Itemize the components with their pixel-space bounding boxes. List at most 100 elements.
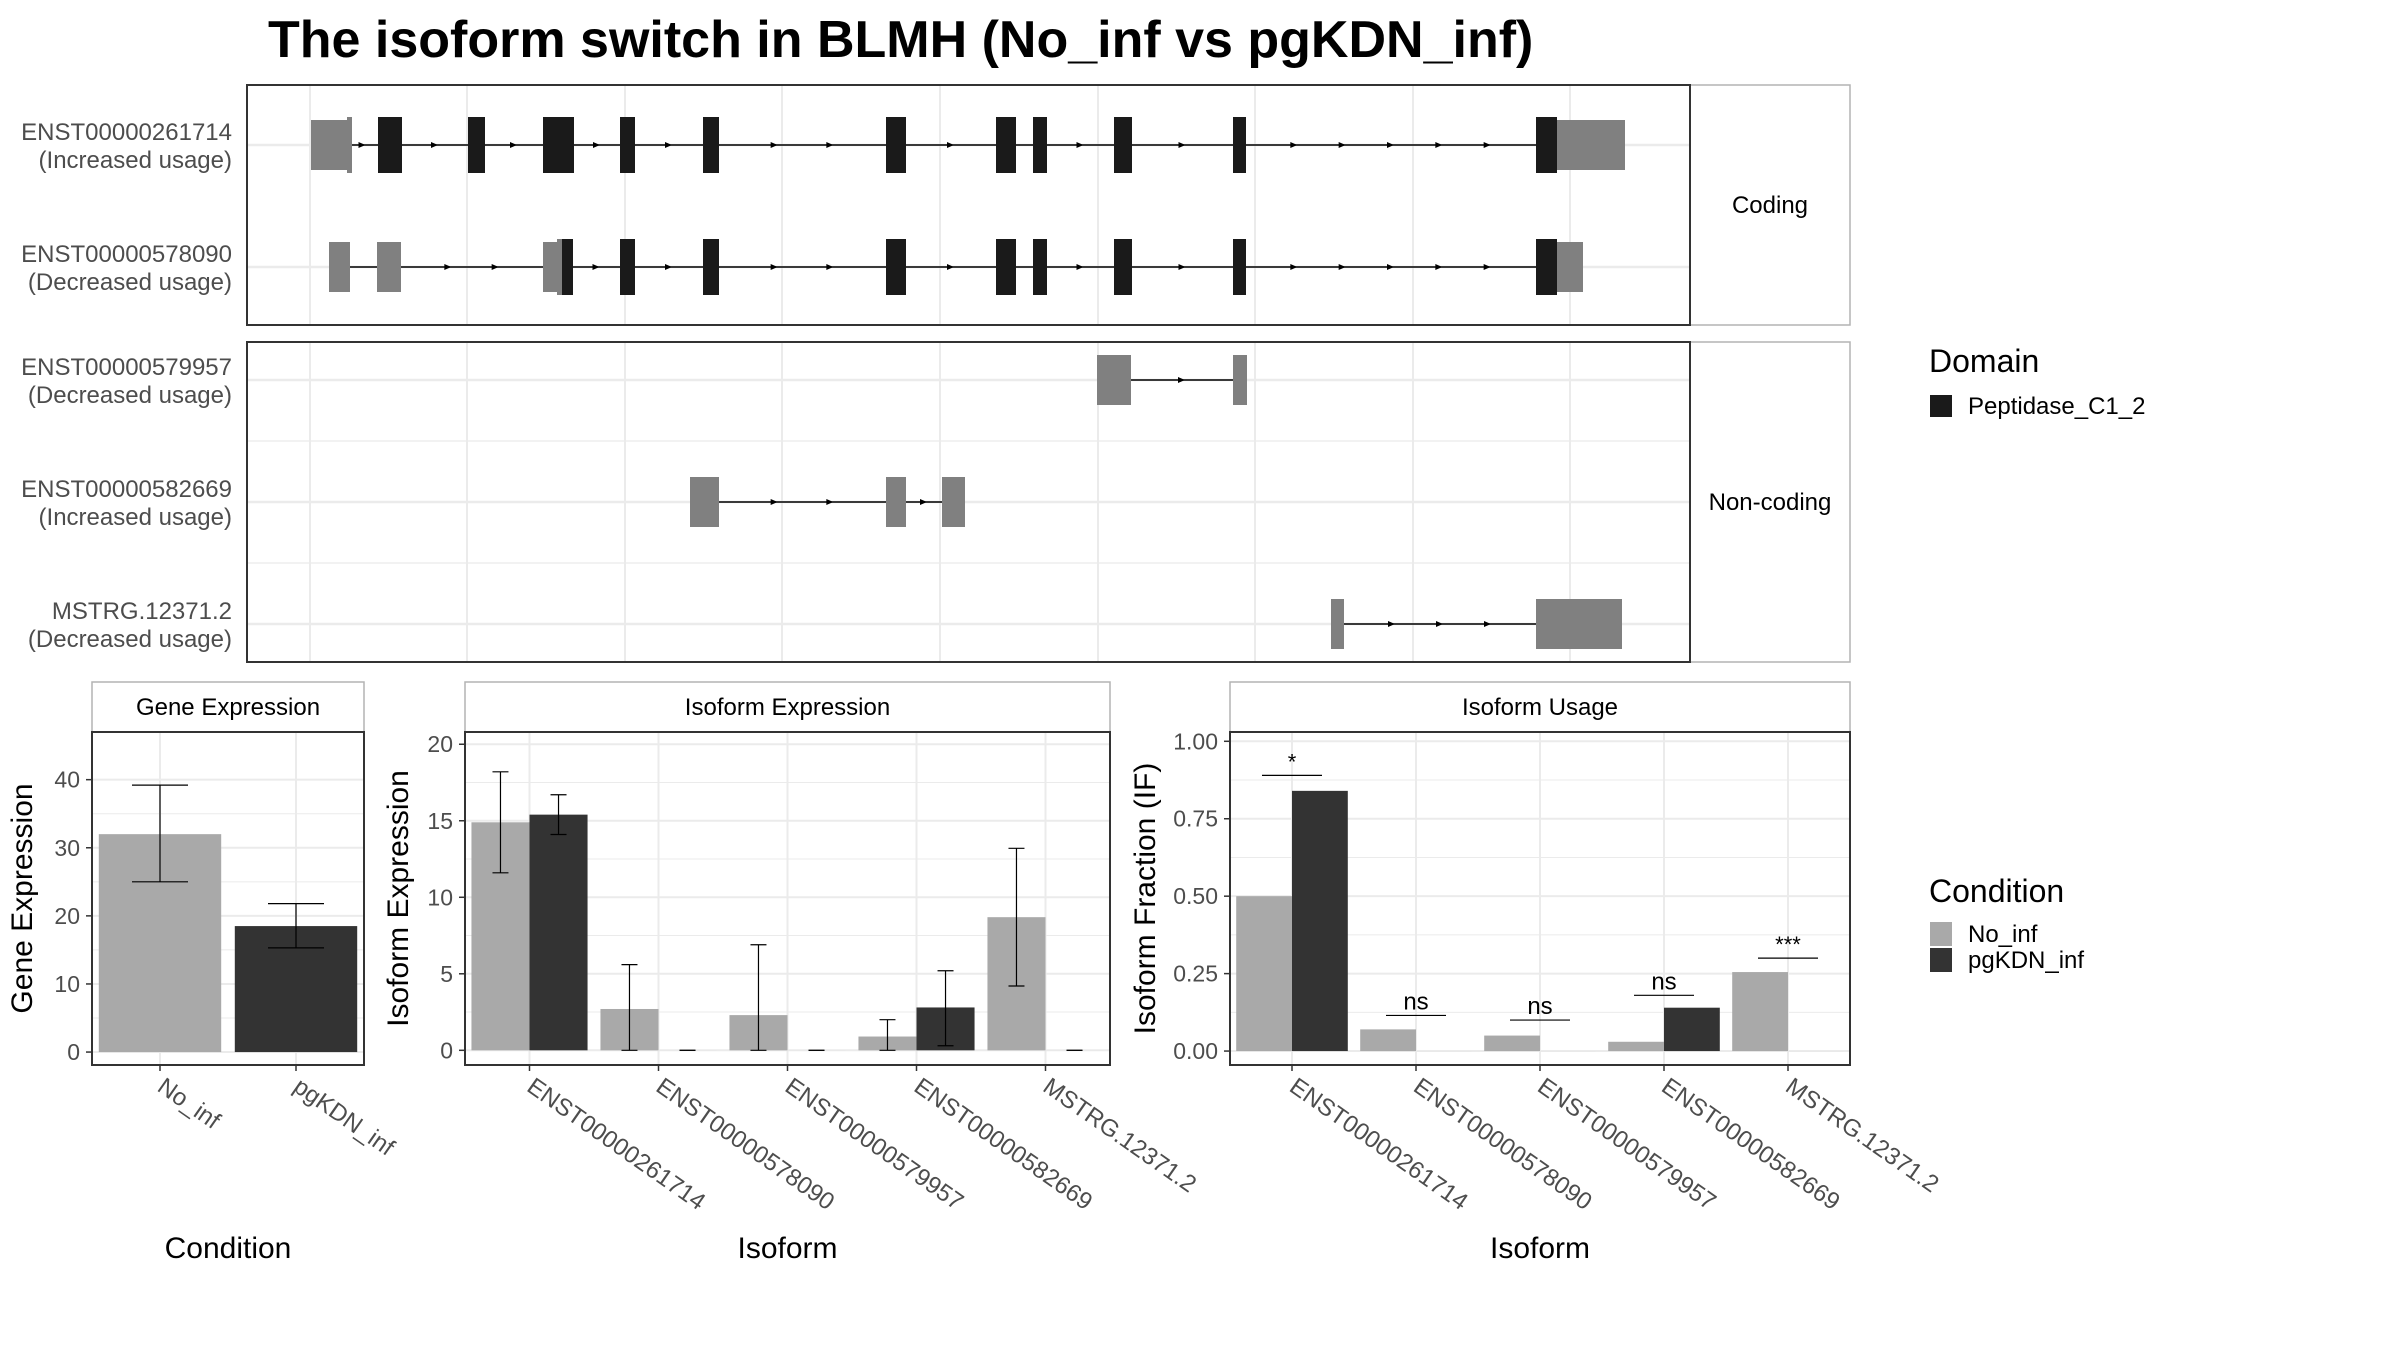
condition-legend-swatch-no_inf [1930, 922, 1952, 946]
transcript-mstrg-12371-2-usage-label: (Decreased usage) [28, 626, 232, 653]
isoform-usage-strip-title: Isoform Usage [1462, 694, 1618, 721]
transcript-enst00000578090-strand-arrow [1387, 264, 1394, 270]
isoform-expression-ytick-label: 15 [427, 808, 453, 834]
gene-expression-strip-title: Gene Expression [136, 694, 320, 721]
transcript-mstrg-12371-2-label: MSTRG.12371.2 [52, 598, 232, 625]
isoform-usage-bar-no_inf [1608, 1041, 1664, 1052]
facet-coding-strip [1689, 84, 1851, 326]
transcript-enst00000579957-utr-exon [1233, 355, 1247, 405]
isoform-usage-bar-no_inf [1484, 1035, 1540, 1052]
isoform-usage-significance-label: ns [1651, 968, 1676, 995]
transcript-enst00000578090-domain-exon [886, 239, 906, 295]
transcript-enst00000582669-utr-exon [886, 477, 906, 527]
transcript-enst00000578090-domain-exon [1033, 239, 1047, 295]
transcript-enst00000578090-label: ENST00000578090 [21, 241, 232, 268]
transcript-enst00000261714-domain-exon [468, 117, 485, 173]
gene-expression-ytick-label: 10 [54, 971, 80, 997]
transcript-enst00000261714-strand-arrow [510, 142, 517, 148]
isoform-expression-ytick-label: 20 [427, 731, 453, 757]
transcript-enst00000261714-usage-label: (Increased usage) [39, 147, 232, 174]
transcript-enst00000582669-utr-exon [690, 477, 719, 527]
transcript-enst00000578090-domain-exon [562, 239, 573, 295]
transcript-mstrg-12371-2-utr-exon [1536, 599, 1622, 649]
isoform-expression-ytick-label: 5 [440, 961, 453, 987]
transcript-mstrg-12371-2-strand-arrow [1388, 621, 1395, 627]
isoform-expression-ytick-label: 10 [427, 884, 453, 910]
gene-expression-ytick-label: 30 [54, 835, 80, 861]
transcript-enst00000261714-domain-exon [703, 117, 719, 173]
isoform-usage-bar-pgkdn_inf [1292, 790, 1348, 1052]
isoform-usage-significance-label: * [1288, 749, 1297, 774]
domain-legend-title: Domain [1929, 343, 2039, 379]
isoform-usage-significance-label: ns [1403, 988, 1428, 1015]
transcript-enst00000578090-strand-arrow [1076, 264, 1084, 270]
transcript-enst00000578090-utr-exon [377, 242, 401, 292]
facet-noncoding-strip [1689, 341, 1851, 663]
transcript-enst00000578090-strand-arrow [826, 264, 834, 270]
transcript-enst00000578090-domain-exon [996, 239, 1016, 295]
transcript-enst00000578090-strand-arrow [444, 264, 452, 270]
isoform-expression-yaxis-title: Isoform Expression [382, 770, 415, 1027]
transcript-enst00000578090-domain-exon [1114, 239, 1132, 295]
transcript-enst00000261714-strand-arrow [1076, 142, 1084, 148]
transcript-enst00000579957-label: ENST00000579957 [21, 354, 232, 381]
gene-expression-panel-border [91, 731, 365, 1066]
transcript-enst00000582669-label: ENST00000582669 [21, 476, 232, 503]
transcript-enst00000261714-domain-exon [1033, 117, 1047, 173]
transcript-enst00000578090-utr-exon [329, 242, 350, 292]
transcript-enst00000578090-strand-arrow [770, 264, 778, 270]
gene-expression-xtick-label: pgKDN_inf [289, 1073, 400, 1162]
transcript-mstrg-12371-2-strand-arrow [1484, 621, 1491, 627]
transcript-enst00000261714-strand-arrow [1435, 142, 1443, 148]
transcript-enst00000261714-strand-arrow [431, 142, 438, 148]
transcript-enst00000578090-domain-exon [1536, 239, 1557, 295]
gene-expression-xaxis-title: Condition [165, 1232, 292, 1265]
transcript-enst00000578090-strand-arrow [491, 264, 499, 270]
transcript-enst00000578090-domain-exon [703, 239, 719, 295]
domain-legend-label: Peptidase_C1_2 [1968, 393, 2145, 420]
condition-legend-label-pgkdn_inf: pgKDN_inf [1968, 947, 2084, 974]
figure-title: The isoform switch in BLMH (No_inf vs pg… [268, 11, 1533, 69]
transcript-enst00000578090-strand-arrow [1483, 264, 1491, 270]
transcript-enst00000579957-strand-arrow [1178, 377, 1185, 383]
domain-legend-swatch [1930, 395, 1952, 417]
gene-expression-ytick-label: 0 [67, 1039, 80, 1065]
transcript-enst00000582669-strand-arrow [920, 499, 927, 505]
condition-legend-title: Condition [1929, 873, 2064, 909]
transcript-enst00000261714-domain-exon [1536, 117, 1557, 173]
transcript-enst00000582669-utr-exon [942, 477, 965, 527]
transcript-enst00000261714-strand-arrow [947, 142, 954, 148]
transcript-enst00000261714-strand-arrow [358, 142, 366, 148]
transcript-enst00000261714-strand-arrow [1387, 142, 1394, 148]
transcript-enst00000261714-utr-exon [1557, 120, 1625, 170]
isoform-usage-significance-label: ns [1527, 993, 1552, 1020]
transcript-enst00000261714-domain-exon [1114, 117, 1132, 173]
transcript-enst00000582669-usage-label: (Increased usage) [39, 504, 232, 531]
transcript-enst00000261714-strand-arrow [1290, 142, 1298, 148]
transcript-enst00000261714-domain-exon [543, 117, 574, 173]
transcript-enst00000261714-strand-arrow [1178, 142, 1186, 148]
isoform-expression-xaxis-title: Isoform [737, 1232, 837, 1265]
isoform-usage-ytick-label: 0.75 [1173, 806, 1218, 832]
isoform-usage-yaxis-title: Isoform Fraction (IF) [1129, 763, 1162, 1035]
transcript-enst00000261714-strand-arrow [665, 142, 672, 148]
transcript-enst00000582669-strand-arrow [826, 499, 834, 505]
transcript-enst00000578090-domain-exon [1233, 239, 1246, 295]
transcript-enst00000579957-utr-exon [1097, 355, 1131, 405]
transcript-enst00000261714-strand-arrow [770, 142, 778, 148]
transcript-enst00000578090-strand-arrow [665, 264, 672, 270]
transcript-enst00000578090-utr-exon [1557, 242, 1583, 292]
isoform-expression-strip [464, 681, 1111, 733]
transcript-enst00000578090-strand-arrow [1290, 264, 1298, 270]
transcript-enst00000578090-usage-label: (Decreased usage) [28, 269, 232, 296]
transcript-enst00000261714-strand-arrow [593, 142, 600, 148]
isoform-expression-ytick-label: 0 [440, 1037, 453, 1063]
transcript-enst00000261714-utr-exon [311, 120, 347, 170]
condition-legend-swatch-pgkdn_inf [1930, 948, 1952, 972]
transcript-enst00000261714-domain-exon [996, 117, 1016, 173]
transcript-mstrg-12371-2-strand-arrow [1436, 621, 1443, 627]
transcript-enst00000579957-usage-label: (Decreased usage) [28, 382, 232, 409]
facet-coding-panel-border [246, 84, 1691, 326]
isoform-usage-bar-no_inf [1360, 1029, 1416, 1052]
